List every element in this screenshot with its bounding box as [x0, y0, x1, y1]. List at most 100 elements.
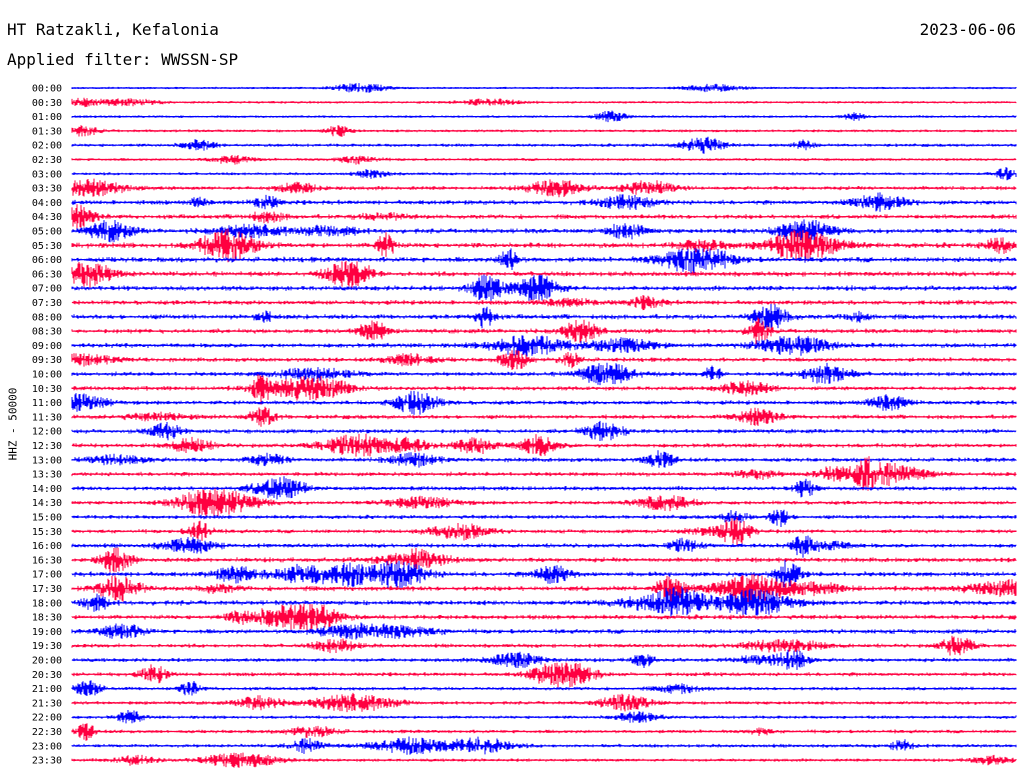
seismic-trace	[71, 649, 1017, 670]
row-time-label: 21:30	[32, 698, 62, 709]
seismic-trace	[71, 97, 1017, 108]
seismic-trace	[71, 535, 1017, 558]
row-time-label: 15:30	[32, 527, 62, 538]
seismic-trace	[71, 723, 1017, 741]
row-time-label: 11:00	[32, 398, 62, 409]
date-label: 2023-06-06	[919, 20, 1016, 39]
seismic-trace	[71, 274, 1017, 303]
row-time-label: 13:30	[32, 470, 62, 481]
seismic-trace	[71, 559, 1017, 590]
row-time-label: 19:30	[32, 641, 62, 652]
seismic-trace	[71, 390, 1017, 415]
seismic-trace	[71, 450, 1017, 468]
row-time-label: 07:30	[32, 298, 62, 309]
row-time-label: 05:00	[32, 227, 62, 238]
filter-label: Applied filter: WWSSN-SP	[7, 50, 239, 69]
row-time-label: 00:00	[32, 84, 62, 95]
row-time-label: 16:30	[32, 555, 62, 566]
row-time-label: 00:30	[32, 98, 62, 109]
row-time-label: 10:30	[32, 384, 62, 395]
row-time-label: 07:00	[32, 284, 62, 295]
seismic-trace	[71, 317, 1017, 345]
seismic-trace	[71, 219, 1017, 243]
seismic-trace	[71, 586, 1017, 618]
row-time-label: 01:30	[32, 126, 62, 137]
seismic-trace	[71, 110, 1017, 123]
seismic-trace	[71, 456, 1017, 491]
row-time-label: 14:30	[32, 498, 62, 509]
seismic-trace	[71, 680, 1017, 696]
seismic-trace	[71, 362, 1017, 386]
row-time-label: 17:30	[32, 584, 62, 595]
seismic-trace	[71, 476, 1017, 500]
seismic-trace	[71, 603, 1017, 631]
station-title: HT Ratzakli, Kefalonia	[7, 20, 219, 39]
row-time-label: 05:30	[32, 241, 62, 252]
row-time-label: 01:00	[32, 112, 62, 123]
seismic-trace	[71, 374, 1017, 405]
seismic-trace	[71, 433, 1017, 457]
row-time-label: 11:30	[32, 412, 62, 423]
row-time-label: 23:30	[32, 756, 62, 767]
seismic-trace	[71, 167, 1017, 181]
seismic-trace	[71, 710, 1017, 724]
row-time-label: 18:30	[32, 613, 62, 624]
row-time-label: 19:00	[32, 627, 62, 638]
row-time-label: 02:00	[32, 141, 62, 152]
seismic-trace	[71, 335, 1017, 357]
seismic-trace	[71, 204, 1017, 229]
row-time-label: 14:00	[32, 484, 62, 495]
seismic-trace	[71, 295, 1017, 311]
row-time-label: 02:30	[32, 155, 62, 166]
row-time-label: 15:00	[32, 513, 62, 524]
row-time-label: 06:30	[32, 269, 62, 280]
seismic-trace	[71, 248, 1017, 275]
seismic-trace	[71, 228, 1017, 263]
row-time-label: 12:00	[32, 427, 62, 438]
seismic-trace	[71, 635, 1017, 656]
row-time-label: 18:00	[32, 598, 62, 609]
seismic-trace	[71, 752, 1017, 768]
seismic-trace	[71, 155, 1017, 165]
seismic-trace	[71, 662, 1017, 688]
seismic-trace	[71, 736, 1017, 755]
row-time-label: 04:30	[32, 212, 62, 223]
row-time-label: 17:00	[32, 570, 62, 581]
row-time-label: 13:00	[32, 455, 62, 466]
seismic-trace	[71, 83, 1017, 93]
row-time-label: 08:30	[32, 327, 62, 338]
seismic-trace	[71, 304, 1017, 331]
seismic-trace	[71, 178, 1017, 198]
seismic-trace	[71, 488, 1017, 518]
row-time-label: 20:00	[32, 656, 62, 667]
row-time-label: 03:00	[32, 169, 62, 180]
seismic-trace	[71, 260, 1017, 288]
row-time-label: 22:00	[32, 713, 62, 724]
seismic-trace	[71, 622, 1017, 640]
seismic-trace	[71, 574, 1017, 603]
row-time-label: 23:00	[32, 741, 62, 752]
seismic-trace	[71, 192, 1017, 212]
row-time-label: 12:30	[32, 441, 62, 452]
row-time-label: 16:00	[32, 541, 62, 552]
seismic-trace	[71, 420, 1017, 441]
row-time-label: 09:00	[32, 341, 62, 352]
seismic-trace	[71, 517, 1017, 546]
row-time-label: 03:30	[32, 184, 62, 195]
row-time-label: 10:00	[32, 370, 62, 381]
seismic-trace	[71, 406, 1017, 427]
row-time-label: 20:30	[32, 670, 62, 681]
row-time-label: 06:00	[32, 255, 62, 266]
seismic-trace	[71, 136, 1017, 154]
row-time-label: 21:00	[32, 684, 62, 695]
row-time-label: 04:00	[32, 198, 62, 209]
seismic-trace	[71, 350, 1017, 370]
row-time-label: 22:30	[32, 727, 62, 738]
seismic-trace	[71, 125, 1017, 137]
seismic-trace	[71, 509, 1017, 527]
seismic-trace	[71, 692, 1017, 713]
row-time-label: 08:00	[32, 312, 62, 323]
row-time-label: 09:30	[32, 355, 62, 366]
seismic-trace	[71, 547, 1017, 573]
